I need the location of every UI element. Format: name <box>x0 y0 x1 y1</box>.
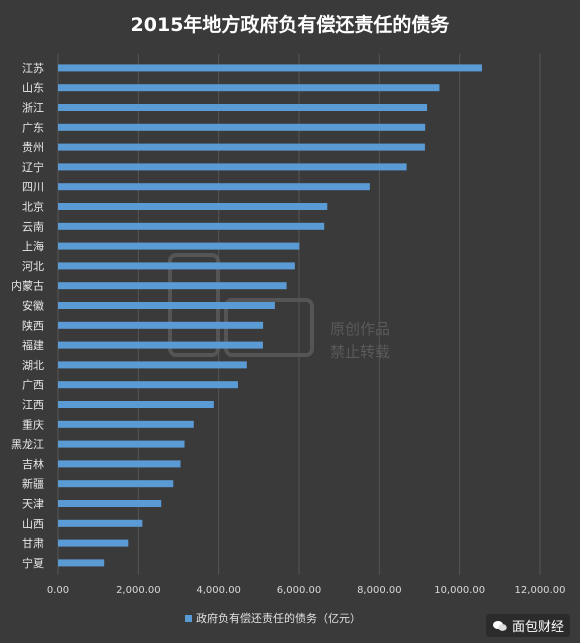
y-tick-label: 江苏 <box>22 62 44 75</box>
bar <box>58 420 194 428</box>
bar <box>58 64 482 72</box>
wechat-icon <box>492 620 507 631</box>
bar <box>58 104 428 111</box>
y-tick-label: 甘肃 <box>22 537 44 550</box>
legend-label: 政府负有偿还责任的债务（亿元） <box>196 611 361 625</box>
bar <box>58 282 287 290</box>
x-tick-label: 12,000.00 <box>515 585 566 596</box>
x-tick-label: 0.00 <box>47 585 69 596</box>
bar <box>58 480 174 488</box>
bar <box>58 361 247 369</box>
bar <box>58 262 295 270</box>
bar <box>58 183 370 191</box>
bar <box>58 519 143 527</box>
y-tick-label: 山东 <box>22 82 44 95</box>
bar <box>58 242 300 250</box>
bars <box>58 64 482 567</box>
x-tick-label: 8,000.00 <box>357 585 402 596</box>
y-tick-label: 湖北 <box>22 359 44 372</box>
y-tick-label: 河北 <box>22 260 44 273</box>
y-tick-label: 北京 <box>22 200 44 214</box>
y-tick-label: 安徽 <box>22 299 44 313</box>
y-tick-label: 内蒙古 <box>11 279 44 293</box>
brand-badge: 面包财经 <box>485 614 570 637</box>
chart-title: 2015年地方政府负有偿还责任的债务 <box>130 14 450 36</box>
watermark-line-1: 原创作品 <box>330 320 390 338</box>
bar <box>58 381 238 389</box>
y-tick-label: 上海 <box>22 239 44 253</box>
y-tick-label: 宁夏 <box>22 556 44 570</box>
y-tick-label: 黑龙江 <box>11 438 44 451</box>
y-tick-label: 广东 <box>22 121 44 134</box>
y-tick-label: 江西 <box>22 399 44 412</box>
legend-swatch <box>185 615 192 622</box>
bar <box>58 440 185 448</box>
gridlines <box>57 54 541 575</box>
bar <box>58 163 407 171</box>
y-tick-label: 浙江 <box>22 102 44 115</box>
bar <box>58 321 264 329</box>
y-tick-label: 辽宁 <box>22 160 44 174</box>
bar <box>58 559 105 567</box>
bar <box>58 401 214 408</box>
y-tick-label: 云南 <box>22 220 44 233</box>
bar <box>58 460 181 468</box>
y-tick-label: 福建 <box>22 338 44 352</box>
watermark-line-2: 禁止转载 <box>330 343 390 361</box>
x-tick-label: 2,000.00 <box>116 585 161 596</box>
brand-label: 面包财经 <box>511 620 564 635</box>
y-tick-label: 广西 <box>22 379 44 392</box>
y-tick-label: 吉林 <box>22 457 44 471</box>
bar <box>58 123 426 131</box>
y-tick-label: 天津 <box>22 498 44 511</box>
y-tick-label: 四川 <box>22 181 44 194</box>
y-tick-label: 山西 <box>22 517 44 530</box>
y-axis-labels: 江苏山东浙江广东贵州辽宁四川北京云南上海河北内蒙古安徽陕西福建湖北广西江西重庆黑… <box>11 62 44 570</box>
bar <box>58 222 325 230</box>
x-tick-label: 6,000.00 <box>277 585 322 596</box>
x-axis-labels: 0.00 2,000.00 4,000.00 6,000.00 8,000.00 10,0… <box>47 585 566 596</box>
y-tick-label: 陕西 <box>22 318 44 332</box>
bar <box>58 302 275 309</box>
legend: 政府负有偿还责任的债务（亿元） <box>185 611 361 625</box>
bar <box>58 84 440 92</box>
bar <box>58 143 425 151</box>
bar <box>58 203 328 210</box>
y-tick-label: 重庆 <box>22 417 44 431</box>
bar <box>58 341 263 349</box>
bar <box>58 539 129 547</box>
x-tick-label: 10,000.00 <box>434 585 485 596</box>
x-tick-label: 4,000.00 <box>196 585 241 596</box>
bar <box>58 500 162 507</box>
y-tick-label: 新疆 <box>22 477 44 491</box>
y-tick-label: 贵州 <box>22 141 44 154</box>
